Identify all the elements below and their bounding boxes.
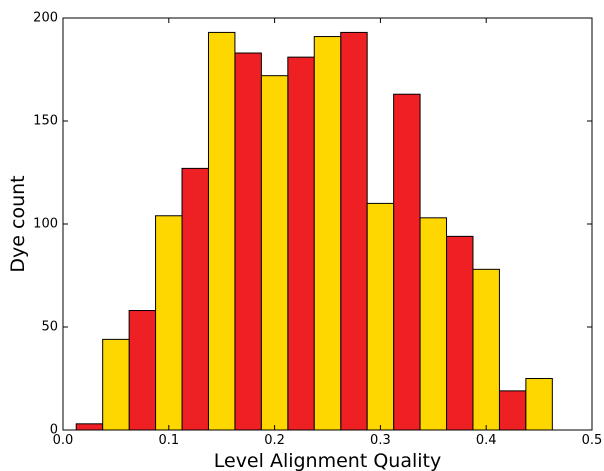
- y-tick-label: 0: [50, 423, 58, 438]
- y-axis-label: Dye count: [7, 175, 29, 272]
- bar-series2-4: [260, 75, 289, 431]
- x-tick-label: 0.3: [370, 433, 391, 448]
- bar-series2-9: [525, 378, 553, 431]
- bar-series2-5: [313, 36, 342, 431]
- bar-series2-1: [102, 338, 130, 431]
- bar-series2-7: [419, 217, 448, 431]
- bar-series1-2: [128, 310, 157, 431]
- x-tick-label: 0.1: [158, 433, 179, 448]
- y-tick-label: 150: [33, 114, 58, 129]
- ticks-group: 0.0 0.1 0.2 0.3 0.4 0.5 0 50 100 150 200: [33, 11, 602, 448]
- bar-series2-2: [155, 215, 183, 431]
- bar-series1-7: [393, 93, 421, 431]
- x-tick-label: 0.0: [53, 433, 74, 448]
- bar-series2-8: [472, 268, 500, 431]
- y-tick-label: 50: [41, 320, 58, 335]
- bar-series1-9: [498, 390, 527, 431]
- y-tick-label: 100: [33, 217, 58, 232]
- y-tick-label: 200: [33, 11, 58, 26]
- bar-series1-4: [234, 52, 262, 431]
- bar-series1-5: [287, 56, 315, 431]
- x-tick-label: 0.4: [476, 433, 497, 448]
- bars-group: [75, 31, 553, 431]
- x-tick-label: 0.5: [582, 433, 603, 448]
- bar-series2-6: [366, 202, 395, 431]
- x-axis-label: Level Alignment Quality: [214, 450, 441, 471]
- bar-series2-3: [207, 31, 236, 431]
- bar-series1-8: [446, 235, 474, 431]
- bar-series1-3: [181, 167, 209, 431]
- x-tick-label: 0.2: [264, 433, 285, 448]
- bar-series1-1: [75, 423, 104, 431]
- bar-series1-6: [340, 31, 368, 431]
